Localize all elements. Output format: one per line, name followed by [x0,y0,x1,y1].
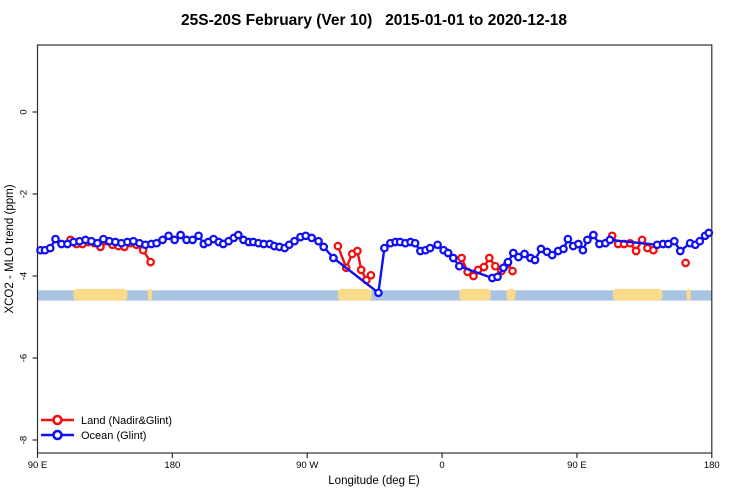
map-strip-land [73,288,128,301]
y-tick-label: -2 [19,190,30,198]
data-point-marker [356,265,366,275]
data-point-marker [329,253,338,263]
y-axis-ticks: 0 -2 -4 -6 -8 [19,109,38,444]
x-axis-ticks: 90 E 180 90 W 0 90 E 180 [28,453,720,471]
y-tick-label: 0 [19,109,30,114]
y-axis-label: XCO2 - MLO trend (ppm) [4,184,16,313]
data-point-marker [380,243,389,253]
data-point-marker [469,271,478,281]
data-point-marker [194,231,203,241]
data-point-marker [410,238,420,248]
data-point-marker [146,257,155,267]
map-strip-land [686,288,691,301]
legend-label-land: Land (Nadir&Glint) [81,415,172,427]
data-point-marker [695,236,705,246]
data-point-marker [45,243,55,253]
data-point-marker [314,236,323,246]
data-point-marker [493,272,502,282]
data-point-marker [503,257,513,267]
x-tick-label: 90 E [28,460,48,471]
data-point-marker [479,262,489,272]
data-point-marker [188,235,197,245]
data-point-marker [574,239,583,249]
data-point-marker [578,245,588,255]
y-tick-label: -6 [19,354,30,362]
x-axis-label: Longitude (deg E) [328,475,420,487]
plot-box [36,44,713,454]
legend-label-ocean: Ocean (Glint) [81,430,146,442]
data-point-marker [484,253,494,263]
data-point-marker [681,258,690,268]
data-point-marker [290,236,299,246]
y-tick-label: -8 [19,436,30,444]
data-point-marker [93,238,102,248]
data-point-marker [425,243,435,253]
data-point-marker [454,261,464,271]
data-point-marker [704,228,714,238]
data-point-marker [353,246,362,256]
data-point-marker [530,255,540,265]
data-point-marker [675,246,685,256]
data-point-marker [490,261,500,271]
y-tick-label: -4 [19,272,30,280]
x-tick-label: 90 W [296,460,318,471]
data-point-marker [443,248,453,258]
data-point-marker [520,249,529,259]
data-point-marker [170,235,179,245]
data-point-marker [508,266,517,276]
data-point-marker [508,248,518,258]
legend-land-marker-icon [52,414,63,426]
data-point-marker [307,233,317,243]
map-strip [37,288,712,301]
data-point-marker [433,240,442,250]
map-strip-land [459,288,491,301]
data-point-marker [233,230,243,240]
data-point-marker [51,234,60,244]
map-strip-land [612,288,663,301]
data-point-marker [583,235,592,245]
x-tick-label: 0 [439,460,444,471]
x-tick-label: 90 E [567,460,587,471]
x-tick-label: 180 [704,460,720,471]
data-point-marker [547,250,557,260]
data-point-marker [457,253,466,263]
data-point-marker [374,288,383,298]
map-strip-land [337,288,372,301]
data-point-marker [589,230,598,240]
series-ocean [36,228,714,298]
data-point-marker [631,246,641,256]
data-point-marker [563,234,573,244]
legend-ocean-marker-icon [52,429,63,441]
plot-area: 90 E 180 90 W 0 90 E 180 0 -2 -4 -6 -8 [19,44,720,471]
chart-title: 25S-20S February (Ver 10) 2015-01-01 to … [181,12,567,29]
data-point-marker [319,242,329,252]
data-point-marker [605,235,615,245]
x-tick-label: 180 [164,460,180,471]
data-point-marker [448,253,458,263]
map-strip-land [147,288,153,301]
map-strip-ocean [37,290,712,301]
data-point-marker [164,231,173,241]
data-point-marker [333,241,343,251]
map-strip-land [506,288,516,301]
data-point-marker [669,236,679,246]
data-point-marker [176,230,185,240]
data-point-marker [559,244,568,254]
data-point-marker [158,235,167,245]
data-point-marker [499,263,508,273]
legend: Land (Nadir&Glint) Ocean (Glint) [41,414,172,442]
data-point-marker [366,270,376,280]
